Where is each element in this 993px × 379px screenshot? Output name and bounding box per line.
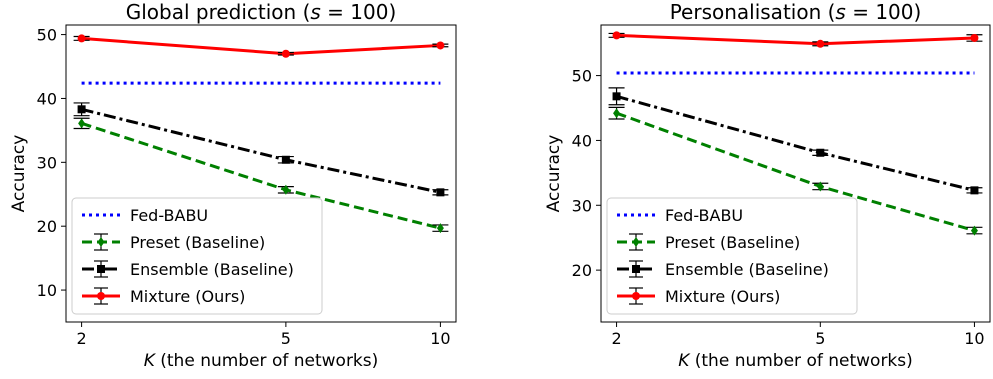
legend-label: Mixture (Ours)	[665, 287, 780, 306]
legend-label: Ensemble (Baseline)	[665, 260, 829, 279]
x-axis-label-rest: (the number of networks)	[155, 351, 378, 371]
legend-label: Preset (Baseline)	[130, 233, 265, 252]
data-point	[436, 223, 444, 234]
x-tick-label: 10	[430, 329, 450, 348]
legend-marker	[97, 265, 105, 273]
x-axis-label-rest: (the number of networks)	[689, 351, 912, 371]
y-tick-label: 40	[37, 89, 57, 108]
chart-title-prefix: Personalisation (	[670, 0, 836, 24]
legend: Fed-BABU Preset (Baseline) Ensemble (Basel…	[71, 197, 323, 315]
data-point	[282, 184, 290, 195]
legend-marker	[632, 237, 640, 247]
y-tick-label: 10	[37, 281, 57, 300]
x-tick-label: 5	[281, 329, 291, 348]
y-tick-label: 50	[37, 26, 57, 45]
data-point	[612, 31, 621, 40]
data-point	[816, 148, 825, 157]
legend-marker	[632, 265, 640, 273]
data-point	[612, 92, 621, 101]
legend: Fed-BABU Preset (Baseline) Ensemble (Basel…	[606, 197, 858, 315]
data-point	[77, 34, 86, 43]
series-2	[608, 106, 983, 236]
series-2	[73, 117, 449, 234]
legend-marker	[632, 292, 640, 300]
chart-title-suffix: = 100)	[321, 0, 396, 24]
legend-label: Ensemble (Baseline)	[130, 260, 294, 279]
data-point	[281, 155, 290, 164]
legend-label: Mixture (Ours)	[130, 287, 245, 306]
x-tick-label: 10	[964, 329, 984, 348]
chart-title-var: s	[835, 0, 845, 24]
legend-label: Fed-BABU	[130, 206, 208, 225]
legend-label: Preset (Baseline)	[665, 233, 800, 252]
x-axis-label: K (the number of networks)	[144, 351, 379, 371]
legend-marker	[97, 237, 105, 247]
chart-panel-2: Personalisation (s = 100) 20 30 40 50 2 5 10 K (…	[544, 0, 991, 371]
data-point	[281, 49, 290, 58]
chart-title-suffix: = 100)	[846, 0, 921, 24]
axes-frame	[65, 24, 457, 323]
data-point	[970, 225, 978, 236]
legend-label: Fed-BABU	[665, 206, 743, 225]
x-tick-label: 2	[611, 329, 621, 348]
data-point	[613, 108, 621, 119]
series-3	[608, 87, 983, 195]
y-axis-label: Accuracy	[9, 135, 29, 213]
legend-box	[71, 197, 323, 315]
data-point	[78, 118, 86, 129]
data-point	[436, 188, 445, 197]
series-3	[73, 102, 449, 197]
series-4	[608, 31, 983, 48]
series-line	[81, 36, 441, 56]
data-point	[816, 181, 824, 192]
y-axis-label: Accuracy	[544, 135, 564, 213]
x-axis-label-var: K	[678, 351, 691, 371]
chart-title-var: s	[310, 0, 320, 24]
data-point	[970, 186, 979, 195]
x-axis-label-var: K	[144, 351, 157, 371]
legend-box	[606, 197, 858, 315]
series-line	[81, 107, 441, 194]
x-tick-label: 2	[77, 329, 87, 348]
x-tick-label: 5	[815, 329, 825, 348]
axes-frame	[600, 24, 991, 323]
y-tick-label: 40	[572, 131, 592, 150]
data-point	[77, 105, 86, 114]
series-line	[616, 33, 975, 46]
chart-title-prefix: Global prediction (	[126, 0, 311, 24]
y-tick-label: 20	[37, 217, 57, 236]
y-tick-label: 20	[572, 261, 592, 280]
chart-title: Global prediction (s = 100)	[126, 0, 397, 24]
y-tick-label: 30	[37, 153, 57, 172]
data-point	[970, 33, 979, 42]
chart-title: Personalisation (s = 100)	[670, 0, 922, 24]
series-4	[73, 34, 449, 58]
data-point	[436, 41, 445, 50]
y-tick-label: 30	[572, 196, 592, 215]
chart-panel-1: Global prediction (s = 100) 10 20 30 40 50 2 5 1…	[9, 0, 457, 371]
y-tick-label: 50	[572, 67, 592, 86]
legend-marker	[97, 292, 105, 300]
data-point	[816, 39, 825, 48]
x-axis-label: K (the number of networks)	[678, 351, 913, 371]
